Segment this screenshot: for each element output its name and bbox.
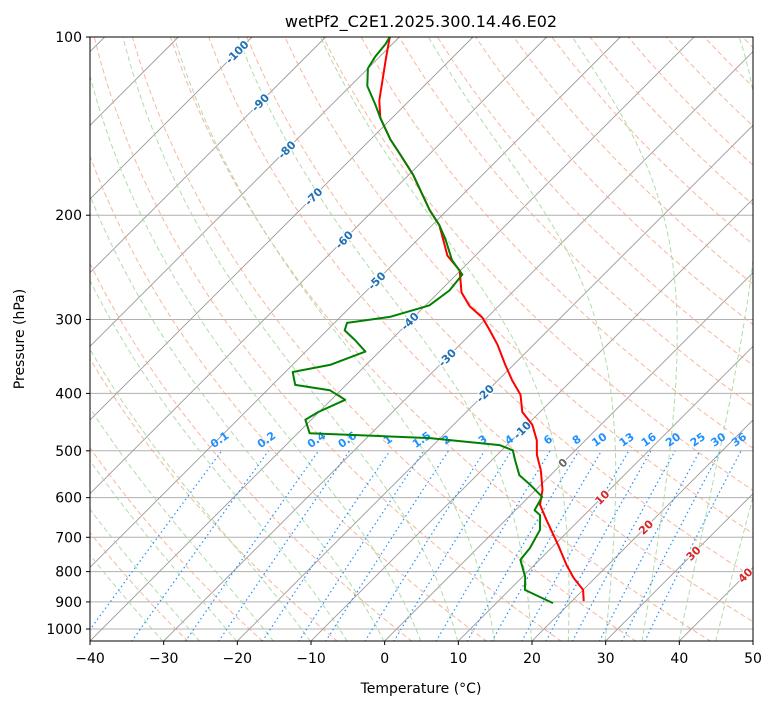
moist-adiabat-line	[173, 37, 496, 641]
isotherm-line	[90, 37, 326, 274]
dry-adiabat-line	[208, 37, 753, 623]
profiles	[291, 37, 585, 605]
y-tick-label: 200	[55, 208, 82, 224]
dry-adiabat-line	[90, 357, 338, 641]
dry-adiabat-line	[322, 37, 753, 492]
dry-adiabat-line	[513, 37, 753, 285]
mixing-ratio-line	[364, 450, 486, 641]
y-tick-label: 1000	[46, 622, 82, 638]
dry-adiabat-line	[246, 37, 753, 578]
moist-adiabat-line	[237, 37, 532, 641]
x-tick-label: −20	[223, 651, 253, 667]
y-axis-label: Pressure (hPa)	[12, 289, 28, 389]
dry-adiabat-line	[90, 154, 488, 641]
dry-adiabat-line	[90, 262, 413, 641]
x-tick-label: 50	[744, 651, 762, 667]
y-tick-label: 900	[55, 595, 82, 611]
moist-adiabat-line	[122, 37, 459, 641]
dry-adiabat-line	[284, 37, 753, 535]
dry-adiabat-line	[131, 37, 637, 641]
x-tick-label: 10	[449, 651, 467, 667]
moist-adiabat-line	[90, 407, 274, 641]
y-tick-label: 500	[55, 444, 82, 460]
y-tick-label: 400	[55, 386, 82, 402]
x-tick-label: 40	[670, 651, 688, 667]
x-tick-label: −30	[149, 651, 179, 667]
x-tick-label: −10	[296, 651, 326, 667]
y-tick-label: 600	[55, 491, 82, 507]
mixing-ratio-line	[184, 450, 320, 641]
chart-title: wetPf2_C2E1.2025.300.14.46.E02	[285, 12, 557, 32]
dewpoint-profile-line	[291, 37, 554, 605]
dry-adiabat-line	[170, 37, 712, 641]
isotherm-line	[90, 37, 253, 200]
mixing-ratio-line	[261, 450, 391, 641]
mixing-ratio-line	[325, 450, 450, 641]
isotherm-line	[605, 493, 753, 641]
moist-adiabat-line	[571, 37, 678, 641]
moist-adiabat-line	[90, 459, 238, 641]
dry-adiabat-line	[398, 37, 753, 408]
mixing-ratio-line	[571, 450, 676, 641]
x-tick-label: 0	[380, 651, 389, 667]
isotherm-line	[90, 37, 400, 347]
isotherm-line	[531, 419, 753, 641]
moist-adiabat-line	[90, 348, 311, 641]
mixing-ratio-line	[131, 450, 270, 641]
x-tick-label: −40	[75, 651, 105, 667]
background-lines	[90, 37, 753, 641]
dry-adiabat-line	[436, 37, 753, 366]
y-tick-label: 700	[55, 530, 82, 546]
moist-adiabat-line	[715, 495, 753, 641]
dry-adiabat-line	[93, 37, 562, 641]
mixing-ratio-line	[435, 450, 551, 641]
isotherm-line	[236, 124, 753, 641]
mixing-ratio-line	[466, 450, 580, 641]
dry-adiabat-line	[90, 531, 189, 641]
isotherm-line	[90, 37, 621, 568]
mixing-ratio-line	[393, 450, 512, 641]
y-tick-label: 100	[55, 30, 82, 46]
isotherm-line	[752, 640, 753, 641]
y-tick-label: 300	[55, 312, 82, 328]
dry-adiabat-line	[90, 446, 264, 641]
mixing-ratio-line	[218, 450, 350, 641]
isotherm-line	[90, 37, 547, 495]
plot-frame	[89, 36, 754, 642]
isotherm-line	[163, 51, 753, 641]
axes: −40 −30 −20 −10 0 10 20 30 40 50 100 200 300 400 500 60…	[46, 30, 762, 667]
y-tick-label: 800	[55, 565, 82, 581]
moist-adiabat-line	[319, 37, 570, 641]
isotherm-line	[384, 272, 753, 641]
isotherm-line	[457, 345, 753, 641]
moist-adiabat-line	[427, 37, 617, 641]
dry-adiabat-line	[360, 37, 753, 449]
moist-adiabat-line	[678, 37, 753, 641]
isotherm-line	[90, 37, 474, 421]
plot-background	[90, 37, 753, 641]
mixing-ratio-line	[298, 450, 425, 641]
x-axis-label: Temperature (°C)	[360, 681, 482, 697]
x-tick-label: 20	[523, 651, 541, 667]
x-tick-label: 30	[597, 651, 615, 667]
moist-adiabat-line	[90, 194, 385, 641]
